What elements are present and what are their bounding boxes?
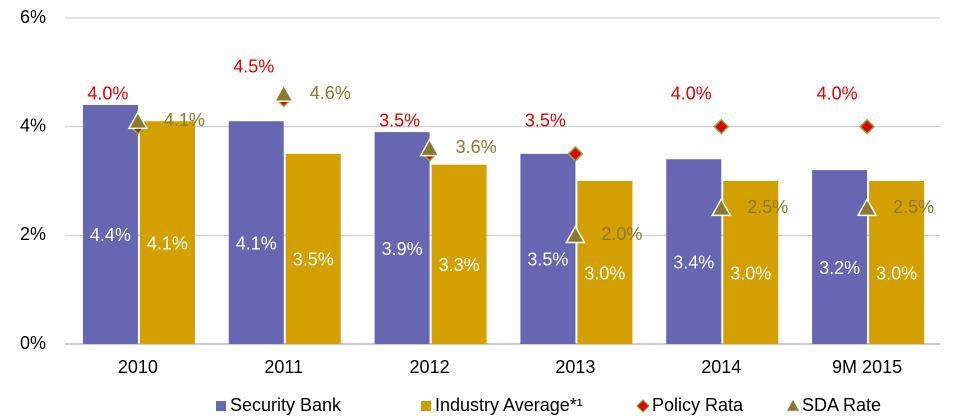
sda-marker xyxy=(127,110,149,130)
legend-swatch xyxy=(636,399,650,413)
sda-value-label: 2.5% xyxy=(893,197,934,217)
bar xyxy=(577,181,633,344)
bar-value-label: 3.5% xyxy=(527,250,568,270)
bar xyxy=(82,104,138,344)
legend-swatch xyxy=(421,401,431,411)
x-tick-label: 2014 xyxy=(701,357,741,377)
sda-value-label: 4.1% xyxy=(164,110,205,130)
legend-label: Security Bank xyxy=(230,395,342,415)
policy-value-label: 3.5% xyxy=(525,111,566,131)
policy-marker xyxy=(713,118,730,135)
sda-marker xyxy=(856,197,878,217)
x-tick-label: 2011 xyxy=(264,357,303,377)
bar-value-label: 3.3% xyxy=(439,255,480,275)
legend-label: Industry Average*¹ xyxy=(435,395,583,415)
bar xyxy=(285,153,341,344)
bar-value-label: 3.0% xyxy=(876,263,917,283)
bar-value-label: 3.4% xyxy=(673,252,714,272)
y-tick-label: 4% xyxy=(20,115,46,135)
bar-value-label: 4.4% xyxy=(90,225,131,245)
y-tick-label: 2% xyxy=(20,224,46,244)
legend-swatch xyxy=(787,400,799,411)
policy-value-label: 4.5% xyxy=(233,56,274,76)
policy-value-label: 4.0% xyxy=(671,83,712,103)
bar-value-label: 4.1% xyxy=(236,233,277,253)
y-tick-label: 6% xyxy=(20,7,46,27)
bar-value-label: 3.5% xyxy=(293,250,334,270)
sda-marker xyxy=(273,83,295,103)
sda-value-label: 2.0% xyxy=(601,224,642,244)
x-tick-label: 2012 xyxy=(410,357,450,377)
bar-value-label: 3.9% xyxy=(382,239,423,259)
bar xyxy=(812,170,868,344)
bar xyxy=(666,159,722,344)
bar xyxy=(869,181,925,344)
sda-value-label: 3.6% xyxy=(456,137,497,157)
sda-value-label: 2.5% xyxy=(747,197,788,217)
sda-marker xyxy=(565,224,586,244)
bar xyxy=(139,121,195,344)
policy-marker xyxy=(567,145,584,162)
legend-label: SDA Rate xyxy=(802,395,881,415)
bar xyxy=(374,132,430,344)
policy-value-label: 4.0% xyxy=(817,83,858,103)
bar-value-label: 3.0% xyxy=(584,263,625,283)
bar xyxy=(723,181,779,344)
policy-value-label: 4.0% xyxy=(87,83,128,103)
bar-value-label: 4.1% xyxy=(147,233,188,253)
sda-value-label: 4.6% xyxy=(310,83,351,103)
legend-label: Policy Rata xyxy=(652,395,744,415)
y-tick-label: 0% xyxy=(20,333,46,353)
sda-marker xyxy=(710,197,732,217)
legend-swatch xyxy=(216,401,226,411)
policy-marker xyxy=(859,118,876,135)
x-tick-label: 2013 xyxy=(555,357,595,377)
bar xyxy=(228,121,284,344)
bar xyxy=(431,164,487,344)
bar-value-label: 3.2% xyxy=(819,258,860,278)
x-tick-label: 2010 xyxy=(118,357,158,377)
bar xyxy=(520,153,576,344)
bar-value-label: 3.0% xyxy=(730,263,771,283)
x-tick-label: 9M 2015 xyxy=(832,357,902,377)
policy-value-label: 3.5% xyxy=(379,111,420,131)
sda-marker xyxy=(419,137,440,157)
